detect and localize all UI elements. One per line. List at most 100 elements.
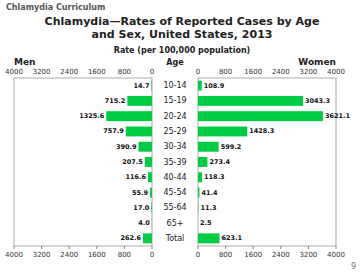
- data-label: 3043.3: [305, 97, 330, 105]
- bar: [198, 111, 323, 121]
- x-tick: [41, 246, 42, 249]
- x-tick: [14, 246, 15, 249]
- bar: [150, 188, 152, 198]
- x-tick-label: 1600: [244, 251, 262, 259]
- bar: [106, 111, 152, 121]
- category-label: 45-54: [163, 188, 186, 197]
- x-tick-label: 4000: [327, 251, 345, 259]
- bar: [198, 126, 247, 136]
- category-label: 25-29: [163, 127, 186, 136]
- x-tick-label: 4000: [327, 68, 345, 76]
- bar: [198, 203, 199, 213]
- bar: [198, 142, 219, 152]
- bars-women: [198, 81, 323, 244]
- bar: [127, 96, 152, 106]
- bar: [139, 142, 152, 152]
- x-tick-label: 4000: [5, 251, 23, 259]
- data-label: 207.5: [122, 158, 143, 166]
- x-tick: [336, 246, 337, 249]
- bar: [148, 172, 152, 182]
- x-tick: [69, 246, 70, 249]
- x-tick-label: 800: [118, 251, 131, 259]
- data-label: 55.9: [132, 189, 149, 197]
- annotation: 9: [351, 262, 356, 271]
- bar: [151, 81, 152, 91]
- title-line: and Sex, United States, 2013: [92, 28, 273, 41]
- data-label: 108.9: [204, 82, 225, 90]
- x-tick-label: 0: [150, 68, 154, 76]
- x-tick: [253, 246, 254, 249]
- x-tick: [225, 246, 226, 249]
- data-label: 14.7: [133, 82, 149, 90]
- data-label: 4.0: [138, 219, 150, 227]
- x-tick-label: 0: [196, 251, 200, 259]
- panel-frame: [14, 78, 152, 246]
- x-axis-label: Rate (per 100,000 population): [114, 46, 251, 55]
- x-tick-label: 2400: [60, 251, 78, 259]
- data-label: 116.6: [125, 173, 146, 181]
- category-label: 40-44: [163, 173, 186, 182]
- bars-men: [106, 81, 152, 244]
- x-tick: [124, 246, 125, 249]
- bar: [151, 218, 152, 228]
- chart: Chlamydia Curriculum Chlamydia—Rates of R…: [0, 0, 364, 273]
- category-label: 30-34: [163, 142, 186, 151]
- bar: [126, 126, 152, 136]
- x-tick-label: 800: [219, 251, 232, 259]
- x-tick: [198, 246, 199, 249]
- category-label: 20-24: [163, 112, 186, 121]
- category-label: 10-14: [163, 81, 186, 90]
- x-tick-label: 2400: [60, 68, 78, 76]
- x-tick-label: 1600: [88, 251, 106, 259]
- x-tick-label: 3200: [33, 251, 51, 259]
- y-axis-label: Age: [166, 58, 184, 67]
- x-tick-label: 2400: [272, 68, 290, 76]
- x-tick-label: 0: [196, 68, 200, 76]
- data-label: 390.9: [116, 143, 137, 151]
- x-tick: [96, 246, 97, 249]
- bar: [198, 81, 202, 91]
- data-label: 11.3: [200, 204, 216, 212]
- data-label: 17.0: [133, 204, 150, 212]
- data-label: 1325.6: [79, 112, 105, 120]
- x-tick-label: 800: [219, 68, 232, 76]
- title-line: Chlamydia—Rates of Reported Cases by Age: [45, 15, 320, 28]
- bar: [198, 188, 199, 198]
- category-label: 55-64: [163, 203, 186, 212]
- x-tick-label: 3200: [299, 251, 317, 259]
- subtitle: Chlamydia Curriculum: [6, 3, 105, 12]
- data-label: 599.2: [221, 143, 242, 151]
- x-tick: [280, 246, 281, 249]
- series-name: Men: [14, 57, 35, 67]
- data-label: 262.6: [120, 234, 141, 242]
- x-tick-label: 1600: [244, 68, 262, 76]
- x-tick-label: 0: [150, 251, 154, 259]
- title: Chlamydia—Rates of Reported Cases by Age…: [45, 15, 320, 41]
- x-tick-label: 800: [118, 68, 131, 76]
- bar: [198, 157, 207, 167]
- bar: [145, 157, 152, 167]
- data-label: 41.4: [201, 189, 218, 197]
- data-label: 118.3: [204, 173, 225, 181]
- x-tick-label: 3200: [299, 68, 317, 76]
- bar: [151, 203, 152, 213]
- x-tick-label: 1600: [88, 68, 106, 76]
- bar: [198, 218, 199, 228]
- panel-frame: [198, 78, 336, 246]
- data-label: 623.1: [221, 234, 242, 242]
- data-label: 1428.3: [249, 127, 274, 135]
- data-label: 715.2: [105, 97, 126, 105]
- bar: [198, 233, 219, 243]
- bar: [198, 172, 202, 182]
- x-tick-label: 3200: [33, 68, 51, 76]
- category-label: 15-19: [163, 96, 186, 105]
- bar: [143, 233, 152, 243]
- data-label: 273.4: [209, 158, 230, 166]
- x-tick-label: 2400: [272, 251, 290, 259]
- category-label: Total: [165, 234, 185, 243]
- x-tick-label: 4000: [5, 68, 23, 76]
- x-tick: [308, 246, 309, 249]
- category-label: 65+: [167, 219, 184, 228]
- category-label: 35-39: [163, 158, 186, 167]
- series-name: Women: [298, 57, 336, 67]
